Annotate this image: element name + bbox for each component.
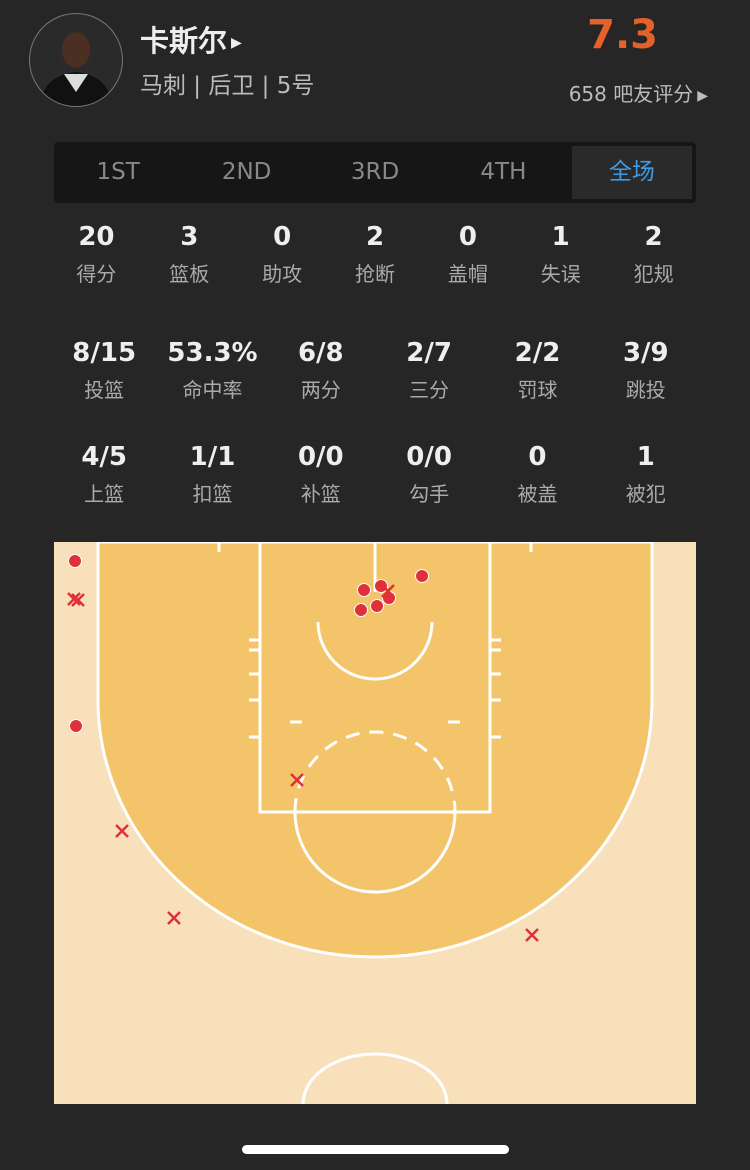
stat-label: 补篮: [300, 482, 341, 506]
stat-label: 跳投: [625, 378, 666, 402]
stat-value: 2: [644, 222, 663, 252]
stat-label: 被犯: [625, 482, 666, 506]
stat-value: 8/15: [72, 338, 137, 368]
home-indicator[interactable]: [242, 1145, 509, 1154]
stat-value: 20: [78, 222, 115, 252]
stat-item: 0/0 勾手: [375, 442, 483, 507]
stat-value: 6/8: [297, 338, 344, 368]
stat-item: 4/5 上篮: [50, 442, 158, 507]
stat-label: 上篮: [84, 482, 125, 506]
stat-label: 三分: [409, 378, 450, 402]
stat-label: 被盖: [517, 482, 558, 506]
center-circle: [301, 1052, 449, 1104]
stat-value: 1/1: [189, 442, 236, 472]
stat-label: 两分: [300, 378, 341, 402]
stat-value: 2/7: [406, 338, 452, 368]
tab-3rd[interactable]: 3RD: [350, 159, 400, 185]
stat-label: 罚球: [517, 378, 558, 402]
stat-value: 53.3%: [167, 338, 258, 368]
stat-item: 0 助攻: [236, 222, 329, 287]
stat-item: 20 得分: [50, 222, 143, 287]
made-shot-marker: [415, 569, 429, 583]
stat-value: 0/0: [406, 442, 452, 472]
stat-value: 0: [273, 222, 292, 252]
stat-value: 2/2: [514, 338, 561, 368]
stat-item: 3 篮板: [143, 222, 236, 287]
stat-item: 2 抢断: [329, 222, 422, 287]
tab-4th[interactable]: 4TH: [480, 159, 527, 185]
stat-item: 2/7 三分: [375, 338, 483, 403]
stat-value: 0: [528, 442, 547, 472]
stat-value: 3: [180, 222, 199, 252]
stat-label: 失误: [540, 262, 581, 286]
fan-rating-text: 658 吧友评分: [568, 82, 694, 106]
made-shot-marker: [68, 554, 82, 568]
shot-chart: [54, 542, 696, 1104]
tab-1st[interactable]: 1ST: [96, 159, 140, 185]
tab-2nd[interactable]: 2ND: [221, 159, 272, 185]
stats-row-basic: 20 得分 3 篮板 0 助攻 2 抢断 0 盖帽 1 失误 2 犯规: [50, 222, 700, 287]
stats-row-shot-types: 4/5 上篮 1/1 扣篮 0/0 补篮 0/0 勾手 0 被盖 1 被犯: [50, 442, 700, 507]
arrow-right-icon: ▶: [231, 35, 242, 51]
three-point-line: [96, 542, 654, 959]
stat-value: 1: [551, 222, 570, 252]
stat-item: 0 被盖: [483, 442, 591, 507]
stat-label: 扣篮: [192, 482, 233, 506]
stat-label: 盖帽: [447, 262, 488, 286]
stat-item: 8/15 投篮: [50, 338, 158, 403]
player-avatar[interactable]: [29, 13, 123, 107]
missed-shot-marker: [115, 824, 129, 838]
arrow-right-icon: ▶: [697, 87, 708, 104]
stat-item: 3/9 跳投: [592, 338, 700, 403]
stat-item: 1 被犯: [592, 442, 700, 507]
made-shot-marker: [69, 719, 83, 733]
stat-item: 2/2 罚球: [483, 338, 591, 403]
fan-rating-link[interactable]: 658 吧友评分 ▶: [569, 78, 708, 107]
made-shot-marker: [370, 599, 384, 613]
stat-value: 4/5: [81, 442, 127, 472]
stat-label: 得分: [76, 262, 117, 286]
made-shot-marker: [357, 583, 371, 597]
stat-value: 1: [636, 442, 655, 472]
stat-label: 助攻: [262, 262, 303, 286]
stat-label: 犯规: [633, 262, 674, 286]
free-throw-circle-dashed: [293, 730, 457, 813]
made-shot-marker: [354, 603, 368, 617]
free-throw-circle: [293, 811, 457, 894]
player-name-text: 卡斯尔: [140, 24, 228, 58]
stat-label: 抢断: [355, 262, 395, 286]
player-name[interactable]: 卡斯尔 ▶: [140, 18, 242, 60]
missed-shot-marker: [67, 592, 81, 606]
stat-item: 53.3% 命中率: [158, 338, 266, 403]
stat-item: 2 犯规: [607, 222, 700, 287]
stat-value: 3/9: [622, 338, 669, 368]
stat-label: 勾手: [409, 482, 450, 506]
tab-full-game[interactable]: 全场: [571, 146, 693, 199]
stat-item: 0/0 补篮: [267, 442, 375, 507]
made-shot-marker: [374, 579, 388, 593]
stat-label: 篮板: [169, 262, 210, 286]
stat-label: 命中率: [182, 378, 243, 402]
stat-item: 1/1 扣篮: [158, 442, 266, 507]
period-tabs: 1ST 2ND 3RD 4TH 全场: [54, 142, 696, 203]
stat-item: 0 盖帽: [421, 222, 514, 287]
restricted-area: [316, 621, 434, 681]
stat-value: 0: [458, 222, 477, 252]
stat-item: 1 失误: [514, 222, 607, 287]
player-info: 马刺 | 后卫 | 5号: [140, 73, 315, 99]
missed-shot-marker: [525, 928, 539, 942]
missed-shot-marker: [381, 584, 395, 598]
rating-score: 7.3: [587, 12, 658, 58]
stat-label: 投篮: [84, 378, 125, 402]
player-photo: [40, 32, 112, 106]
stats-row-shooting: 8/15 投篮 53.3% 命中率 6/8 两分 2/7 三分 2/2 罚球 3/9 跳投: [50, 338, 700, 403]
stat-value: 2: [365, 222, 385, 252]
missed-shot-marker: [290, 773, 304, 787]
stat-value: 0/0: [297, 442, 344, 472]
missed-shot-marker: [167, 911, 181, 925]
stat-item: 6/8 两分: [267, 338, 375, 403]
missed-shot-marker: [71, 593, 85, 607]
